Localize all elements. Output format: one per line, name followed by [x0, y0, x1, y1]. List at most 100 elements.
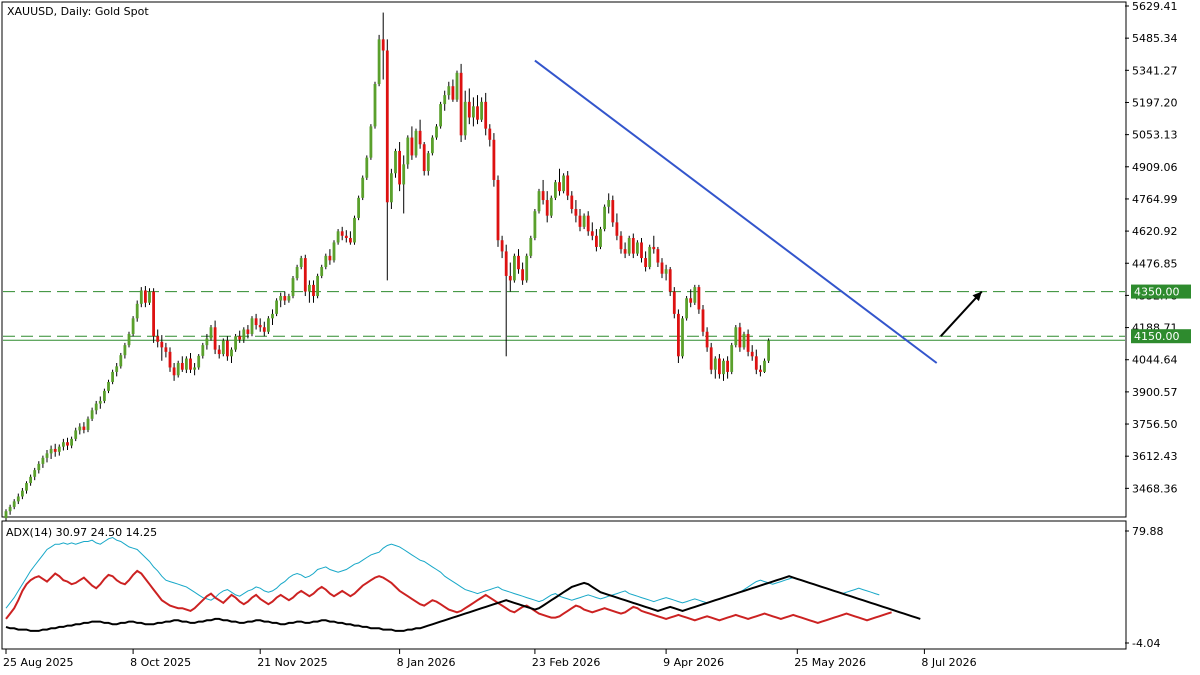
candle-bear: [619, 235, 623, 250]
candle-bear: [418, 130, 422, 145]
candle-bull: [111, 371, 114, 382]
candle-bull: [103, 390, 106, 401]
candle-bear: [750, 351, 754, 357]
candle-bear: [410, 137, 414, 156]
candle-bull: [390, 173, 393, 203]
time-tick-label: 8 Jul 2026: [921, 656, 976, 669]
candle-bear: [759, 369, 762, 372]
candle-bear: [144, 290, 147, 303]
candle-bear: [467, 101, 471, 118]
candle-bull: [537, 191, 541, 212]
candle-bear: [570, 195, 574, 209]
horizontal-levels: [3, 291, 1125, 341]
trendline-group: [534, 59, 983, 364]
breakout-arrow-head: [972, 291, 982, 302]
candle-bull: [86, 418, 90, 430]
candle-bear: [709, 347, 713, 370]
candle-bull: [57, 446, 61, 452]
candle-bear: [558, 182, 561, 192]
candle-bear: [385, 50, 389, 203]
candle-bull: [4, 511, 8, 519]
candle-bull: [431, 137, 434, 154]
candle-bull: [267, 318, 270, 332]
candle-bear: [668, 269, 672, 292]
trendline: [534, 59, 938, 364]
candle-bull: [353, 217, 356, 243]
candle-bull: [533, 211, 537, 238]
candle-bear: [677, 313, 680, 357]
candle-bear: [189, 358, 192, 370]
price-tick-label: 4620.92: [1132, 225, 1178, 238]
candle-bull: [275, 300, 278, 314]
candle-bull: [562, 175, 565, 192]
candle-bear: [156, 336, 160, 342]
indicator-tick-label: 79.88: [1132, 525, 1164, 538]
time-tick-label: 25 May 2026: [794, 656, 866, 669]
candle-bull: [406, 137, 410, 165]
candle-bull: [98, 400, 102, 404]
price-tick-label: 3900.57: [1132, 386, 1178, 399]
candle-bull: [357, 197, 360, 218]
candle-bear: [500, 240, 504, 252]
candle-bull: [767, 340, 770, 361]
candle-bull: [295, 267, 299, 279]
candle-bear: [53, 448, 57, 452]
price-tick-label: 4909.06: [1132, 161, 1178, 174]
candle-bull: [250, 318, 254, 334]
candle-bull: [463, 101, 467, 136]
candle-bull: [201, 345, 205, 356]
price-tick-label: 3468.36: [1132, 482, 1178, 495]
candle-bull: [234, 336, 237, 350]
candle-bear: [631, 237, 635, 254]
candle-bull: [361, 177, 365, 198]
candle-bull: [681, 318, 684, 357]
time-tick-label: 23 Feb 2026: [532, 656, 600, 669]
candle-bull: [221, 340, 225, 355]
price-tick-label: 4764.99: [1132, 193, 1178, 206]
candle-bear: [283, 296, 287, 301]
price-tick-label: 3756.50: [1132, 418, 1178, 431]
candle-bear: [476, 106, 479, 120]
candle-bull: [439, 104, 442, 127]
candle-bull: [320, 267, 324, 276]
candle-bull: [648, 246, 652, 268]
candle-bull: [435, 126, 438, 138]
candle-bull: [299, 258, 303, 268]
candle-bull: [242, 329, 246, 340]
candle-bull: [29, 476, 32, 484]
adx-lines: [5, 536, 921, 632]
chart-title: XAUUSD, Daily: Gold Spot: [7, 5, 149, 18]
candle-bull: [607, 200, 611, 207]
candle-bull: [554, 182, 557, 198]
candle-bear: [451, 86, 455, 100]
indicator-tick-label: -4.04: [1132, 637, 1160, 650]
candle-bear: [213, 327, 217, 350]
candle-bull: [45, 453, 49, 458]
candle-bull: [131, 318, 135, 334]
candle-bull: [193, 367, 196, 370]
candle-bear: [226, 340, 229, 357]
candle-bull: [373, 83, 377, 127]
level-label-bg: [1131, 329, 1191, 344]
candle-bear: [615, 222, 619, 236]
candle-bear: [303, 258, 307, 292]
candle-bear: [640, 242, 643, 259]
candle-bull: [734, 327, 738, 346]
candle-bull: [402, 164, 406, 185]
level-label-bg: [1131, 284, 1191, 299]
candle-bull: [12, 501, 16, 507]
candle-bull: [197, 355, 201, 368]
level-label-text: 4150.00: [1134, 330, 1180, 343]
candle-bear: [545, 200, 549, 216]
candle-bull: [316, 275, 319, 297]
candle-bear: [172, 367, 176, 376]
candle-bear: [656, 249, 660, 263]
price-tick-label: 5053.13: [1132, 129, 1178, 142]
candle-bear: [508, 275, 512, 281]
price-tick-label: 5485.34: [1132, 32, 1178, 45]
candle-bear: [398, 150, 401, 185]
candle-bull: [529, 237, 533, 256]
candle-bear: [697, 287, 701, 310]
